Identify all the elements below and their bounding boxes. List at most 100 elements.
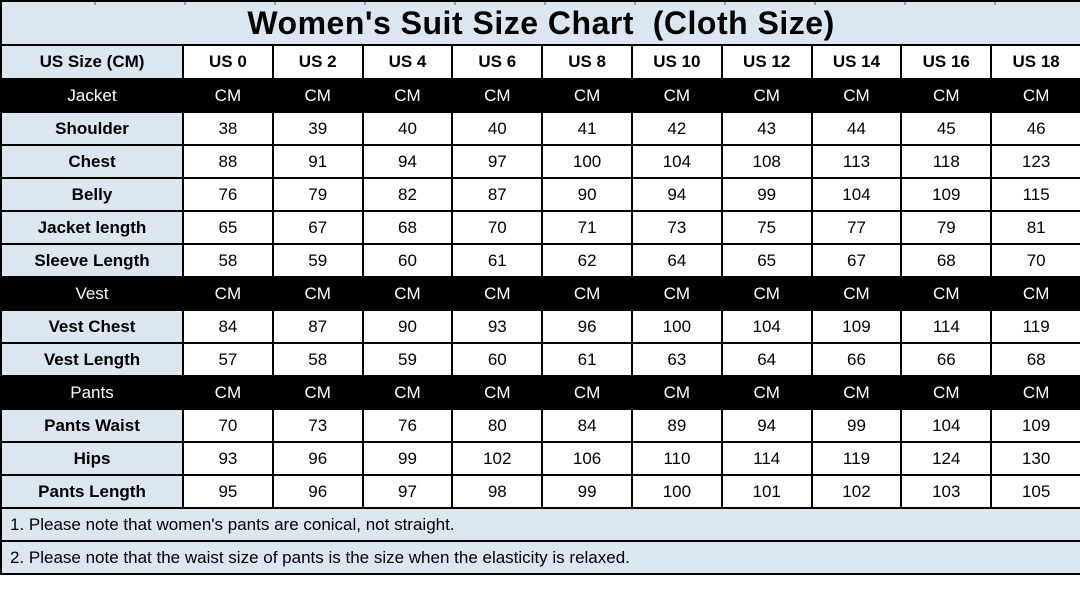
value-cell: 90	[541, 177, 633, 212]
value-cell: 109	[810, 309, 903, 344]
value-cell: CM	[182, 375, 274, 410]
value-cell: 73	[271, 408, 364, 443]
table-body: Jacket CM CM CM CM CM CM CM CM CM CM Shoulder 38 39 40…	[0, 78, 1080, 509]
value-cell: 59	[361, 342, 454, 377]
value-cell: 124	[900, 441, 993, 476]
value-cell: 84	[182, 309, 274, 344]
value-cell: CM	[900, 276, 993, 311]
value-cell: 99	[720, 177, 813, 212]
value-cell: 43	[720, 111, 813, 146]
value-cell: 104	[900, 408, 993, 443]
value-cell: 93	[182, 441, 274, 476]
column-header: US 4	[361, 44, 454, 80]
value-cell: 71	[541, 210, 633, 245]
value-cell: 70	[451, 210, 544, 245]
corner-header: US Size (CM)	[0, 44, 184, 80]
value-cell: CM	[900, 78, 993, 113]
value-cell: 102	[810, 474, 903, 509]
value-cell: 60	[361, 243, 454, 278]
row-label: Pants Length	[0, 474, 184, 509]
value-cell: 81	[990, 210, 1080, 245]
column-header: US 6	[451, 44, 544, 80]
value-cell: 108	[720, 144, 813, 179]
value-cell: 119	[990, 309, 1080, 344]
value-cell: 67	[271, 210, 364, 245]
value-cell: 67	[810, 243, 903, 278]
value-cell: 40	[451, 111, 544, 146]
column-header: US 8	[541, 44, 633, 80]
value-cell: 96	[271, 474, 364, 509]
value-cell: 123	[990, 144, 1080, 179]
row-label: Shoulder	[0, 111, 184, 146]
note-row: 1. Please note that women's pants are co…	[0, 507, 1080, 542]
column-header: US 2	[271, 44, 364, 80]
value-cell: 97	[451, 144, 544, 179]
value-cell: CM	[810, 375, 903, 410]
value-cell: 96	[271, 441, 364, 476]
value-cell: 44	[810, 111, 903, 146]
notes-section: 1. Please note that women's pants are co…	[0, 507, 1080, 575]
value-cell: 118	[900, 144, 993, 179]
value-cell: 101	[720, 474, 813, 509]
value-cell: CM	[271, 78, 364, 113]
table-row: Vest Chest 84 87 90 93 96 100 104 109 114 119	[0, 309, 1080, 344]
value-cell: CM	[541, 276, 633, 311]
value-cell: 65	[182, 210, 274, 245]
value-cell: 115	[990, 177, 1080, 212]
value-cell: CM	[361, 78, 454, 113]
value-cell: 73	[630, 210, 723, 245]
value-cell: 62	[541, 243, 633, 278]
value-cell: 87	[271, 309, 364, 344]
column-header: US 10	[630, 44, 723, 80]
value-cell: 40	[361, 111, 454, 146]
value-cell: CM	[630, 375, 723, 410]
row-label: Chest	[0, 144, 184, 179]
row-label: Vest Chest	[0, 309, 184, 344]
column-header: US 16	[900, 44, 993, 80]
value-cell: CM	[990, 276, 1080, 311]
value-cell: CM	[810, 276, 903, 311]
value-cell: CM	[630, 78, 723, 113]
row-label: Belly	[0, 177, 184, 212]
row-label: Jacket length	[0, 210, 184, 245]
value-cell: 68	[990, 342, 1080, 377]
value-cell: 68	[900, 243, 993, 278]
table-row: Hips 93 96 99 102 106 110 114 119 124 130	[0, 441, 1080, 476]
row-label: Sleeve Length	[0, 243, 184, 278]
value-cell: 58	[182, 243, 274, 278]
column-header: US 12	[720, 44, 813, 80]
value-cell: CM	[451, 78, 544, 113]
header-row: US Size (CM) US 0 US 2 US 4 US 6 US 8 US 10 US…	[0, 44, 1080, 80]
value-cell: 63	[630, 342, 723, 377]
title-row: Women's Suit Size Chart (Cloth Size)	[0, 0, 1080, 46]
value-cell: CM	[900, 375, 993, 410]
value-cell: 57	[182, 342, 274, 377]
value-cell: 119	[810, 441, 903, 476]
value-cell: 109	[900, 177, 993, 212]
value-cell: CM	[720, 276, 813, 311]
value-cell: 79	[271, 177, 364, 212]
value-cell: 88	[182, 144, 274, 179]
value-cell: 76	[182, 177, 274, 212]
table-row: Belly 76 79 82 87 90 94 99 104 109 115	[0, 177, 1080, 212]
value-cell: 94	[361, 144, 454, 179]
value-cell: CM	[720, 78, 813, 113]
value-cell: 104	[630, 144, 723, 179]
value-cell: 87	[451, 177, 544, 212]
value-cell: 82	[361, 177, 454, 212]
value-cell: 39	[271, 111, 364, 146]
value-cell: 114	[900, 309, 993, 344]
value-cell: 98	[451, 474, 544, 509]
value-cell: 100	[541, 144, 633, 179]
value-cell: 66	[810, 342, 903, 377]
column-tick-marks	[3, 3, 1080, 5]
value-cell: CM	[271, 276, 364, 311]
value-cell: 113	[810, 144, 903, 179]
value-cell: 75	[720, 210, 813, 245]
value-cell: 65	[720, 243, 813, 278]
value-cell: 70	[990, 243, 1080, 278]
table-row: Pants Length 95 96 97 98 99 100 101 102 103 105	[0, 474, 1080, 509]
value-cell: 76	[361, 408, 454, 443]
value-cell: CM	[720, 375, 813, 410]
value-cell: 91	[271, 144, 364, 179]
